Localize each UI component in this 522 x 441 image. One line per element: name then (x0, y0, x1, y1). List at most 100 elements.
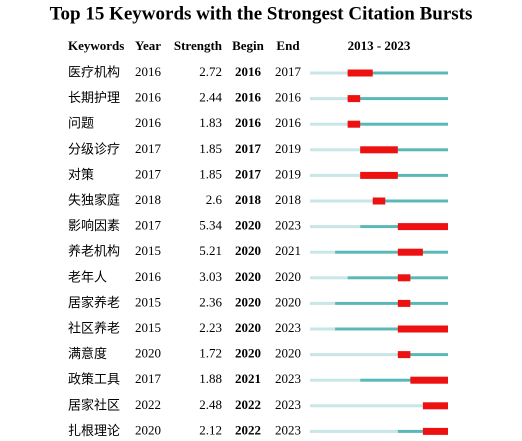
cell-end: 2017 (275, 64, 302, 79)
cell-keyword: 问题 (68, 117, 94, 132)
cell-keyword: 分级诊疗 (68, 142, 120, 157)
cell-keyword: 社区养老 (68, 321, 120, 337)
cell-strength: 2.48 (199, 397, 222, 412)
column-header: End (276, 38, 300, 53)
burst-segment (422, 402, 448, 410)
cell-year: 2020 (135, 422, 161, 437)
cell-end: 2019 (275, 166, 301, 181)
cell-end: 2023 (275, 371, 301, 386)
burst-segment (347, 69, 373, 77)
cell-strength: 1.88 (199, 371, 222, 386)
cell-end: 2020 (275, 269, 301, 284)
active-segment (347, 97, 448, 101)
cell-end: 2020 (275, 346, 301, 361)
cell-begin: 2016 (235, 90, 262, 105)
cell-strength: 5.34 (199, 218, 222, 233)
cell-begin: 2020 (235, 346, 261, 361)
cell-strength: 2.72 (199, 64, 222, 79)
cell-strength: 2.36 (199, 294, 222, 309)
before-segment (310, 122, 348, 126)
active-segment (372, 199, 448, 203)
burst-segment (372, 197, 386, 205)
cell-year: 2016 (135, 115, 162, 130)
cell-begin: 2021 (235, 371, 261, 386)
cell-end: 2023 (275, 397, 301, 412)
active-segment (335, 250, 448, 254)
burst-segment (397, 248, 423, 256)
cell-keyword: 满意度 (68, 346, 107, 362)
cell-year: 2017 (135, 166, 162, 181)
cell-begin: 2017 (235, 141, 262, 156)
cell-end: 2020 (275, 294, 301, 309)
burst-segment (397, 274, 411, 282)
burst-segment (397, 325, 448, 333)
burst-segment (397, 351, 411, 359)
cell-year: 2016 (135, 90, 162, 105)
before-segment (310, 225, 361, 229)
cell-strength: 2.12 (199, 422, 222, 437)
burst-segment (397, 299, 411, 307)
cell-end: 2023 (275, 422, 301, 437)
before-segment (310, 276, 348, 280)
cell-strength: 1.83 (199, 115, 222, 130)
cell-year: 2018 (135, 192, 161, 207)
cell-end: 2016 (275, 115, 302, 130)
cell-begin: 2022 (235, 397, 261, 412)
cell-year: 2022 (135, 397, 161, 412)
burst-segment (347, 95, 361, 103)
burst-segment (360, 146, 398, 154)
cell-keyword: 政策工具 (68, 372, 120, 388)
before-segment (310, 404, 423, 408)
cell-keyword: 对策 (68, 167, 94, 183)
cell-end: 2021 (275, 243, 301, 258)
before-segment (310, 301, 336, 305)
before-segment (310, 148, 361, 152)
cell-keyword: 居家社区 (68, 397, 120, 413)
cell-strength: 1.72 (199, 346, 222, 361)
burst-segment (347, 120, 361, 128)
cell-strength: 3.03 (199, 269, 222, 284)
before-segment (310, 250, 336, 254)
cell-end: 2016 (275, 90, 302, 105)
cell-year: 2017 (135, 218, 162, 233)
active-segment (335, 327, 448, 331)
cell-end: 2018 (275, 192, 301, 207)
before-segment (310, 353, 398, 357)
range-label: 2013 - 2023 (348, 38, 411, 53)
cell-end: 2023 (275, 320, 301, 335)
before-segment (310, 173, 361, 177)
cell-keyword: 影响因素 (68, 218, 120, 234)
cell-year: 2017 (135, 371, 162, 386)
cell-strength: 2.6 (206, 192, 223, 207)
cell-keyword: 失独家庭 (68, 193, 120, 209)
cell-begin: 2020 (235, 294, 261, 309)
cell-end: 2023 (275, 218, 301, 233)
cell-year: 2015 (135, 320, 161, 335)
burst-segment (397, 223, 448, 231)
column-header: Strength (174, 38, 223, 53)
cell-strength: 2.23 (199, 320, 222, 335)
cell-strength: 1.85 (199, 141, 222, 156)
cell-keyword: 老年人 (68, 270, 107, 285)
burst-segment (410, 376, 448, 384)
cell-year: 2015 (135, 294, 161, 309)
active-segment (360, 173, 448, 177)
column-header: Begin (232, 38, 265, 53)
cell-begin: 2020 (235, 320, 261, 335)
active-segment (335, 301, 448, 305)
cell-begin: 2020 (235, 218, 261, 233)
cell-begin: 2017 (235, 166, 262, 181)
active-segment (360, 378, 448, 382)
cell-year: 2017 (135, 141, 162, 156)
cell-end: 2019 (275, 141, 301, 156)
cell-begin: 2016 (235, 64, 262, 79)
active-segment (347, 122, 448, 126)
before-segment (310, 97, 348, 101)
cell-begin: 2022 (235, 422, 261, 437)
column-header: Year (135, 38, 161, 53)
before-segment (310, 429, 398, 433)
cell-year: 2020 (135, 346, 161, 361)
cell-keyword: 长期护理 (68, 91, 120, 106)
active-segment (397, 353, 448, 357)
